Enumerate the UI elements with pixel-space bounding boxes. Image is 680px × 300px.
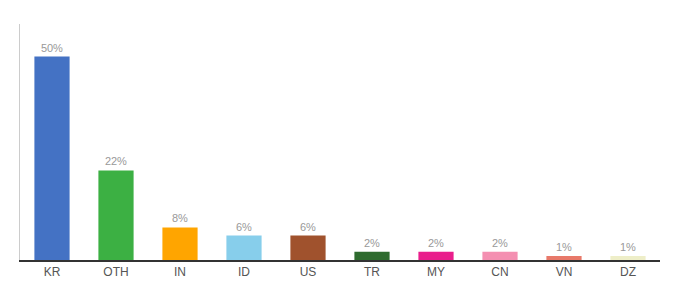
svg-text:MY: MY xyxy=(427,265,445,279)
svg-text:2%: 2% xyxy=(364,237,380,249)
svg-text:22%: 22% xyxy=(105,155,127,167)
svg-text:1%: 1% xyxy=(620,241,636,253)
svg-text:6%: 6% xyxy=(236,221,252,233)
svg-text:DZ: DZ xyxy=(620,265,636,279)
svg-text:6%: 6% xyxy=(300,221,316,233)
svg-text:CN: CN xyxy=(491,265,508,279)
svg-text:ID: ID xyxy=(238,265,250,279)
svg-text:2%: 2% xyxy=(492,237,508,249)
svg-text:8%: 8% xyxy=(172,212,188,224)
svg-text:2%: 2% xyxy=(428,237,444,249)
svg-text:50%: 50% xyxy=(41,42,63,54)
svg-text:1%: 1% xyxy=(556,241,572,253)
svg-text:IN: IN xyxy=(174,265,186,279)
svg-text:TR: TR xyxy=(364,265,380,279)
svg-text:VN: VN xyxy=(556,265,573,279)
svg-text:KR: KR xyxy=(44,265,61,279)
svg-text:OTH: OTH xyxy=(103,265,128,279)
svg-text:US: US xyxy=(300,265,317,279)
